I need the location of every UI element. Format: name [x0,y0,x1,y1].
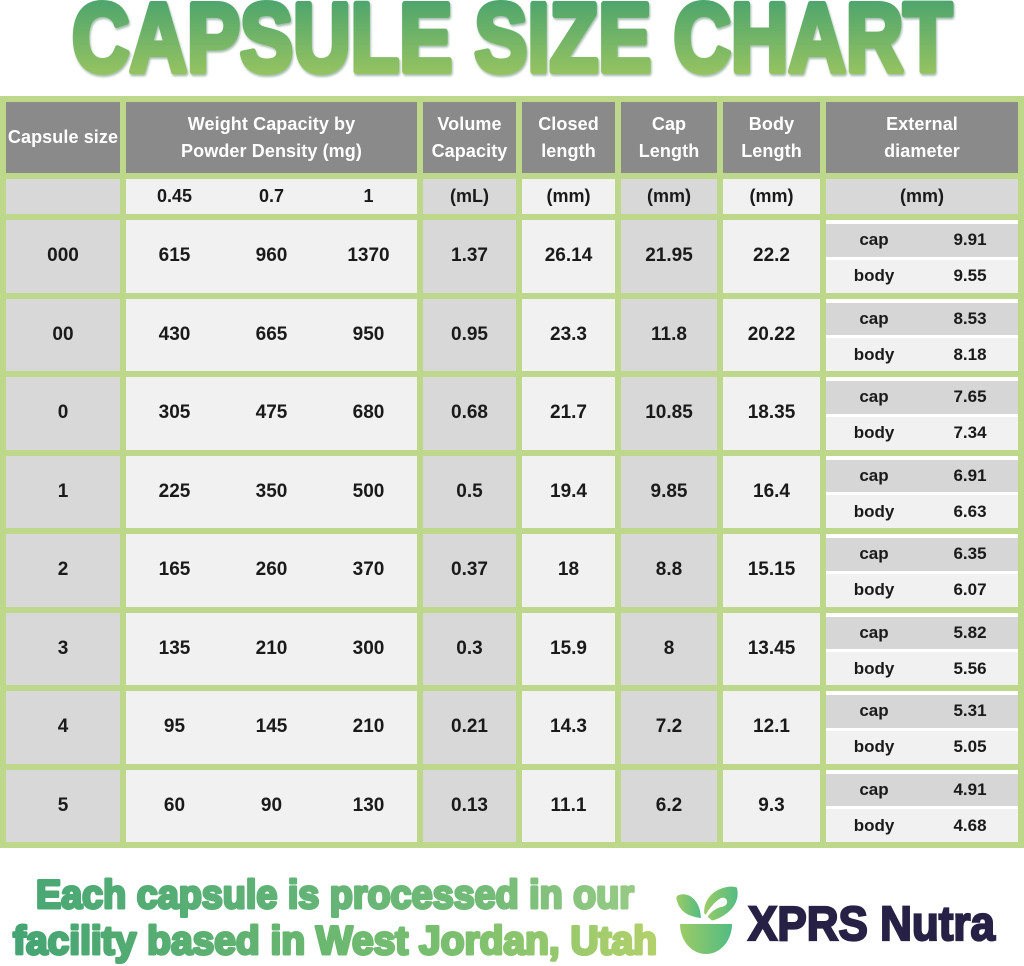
svg-text:CAPSULE SIZE CHART: CAPSULE SIZE CHART [72,0,952,92]
svg-text:facility based in West Jordan,: facility based in West Jordan, Utah [13,919,657,963]
svg-text:XPRS Nutra: XPRS Nutra [748,898,995,951]
svg-text:Each capsule is processed in o: Each capsule is processed in our [36,873,634,917]
